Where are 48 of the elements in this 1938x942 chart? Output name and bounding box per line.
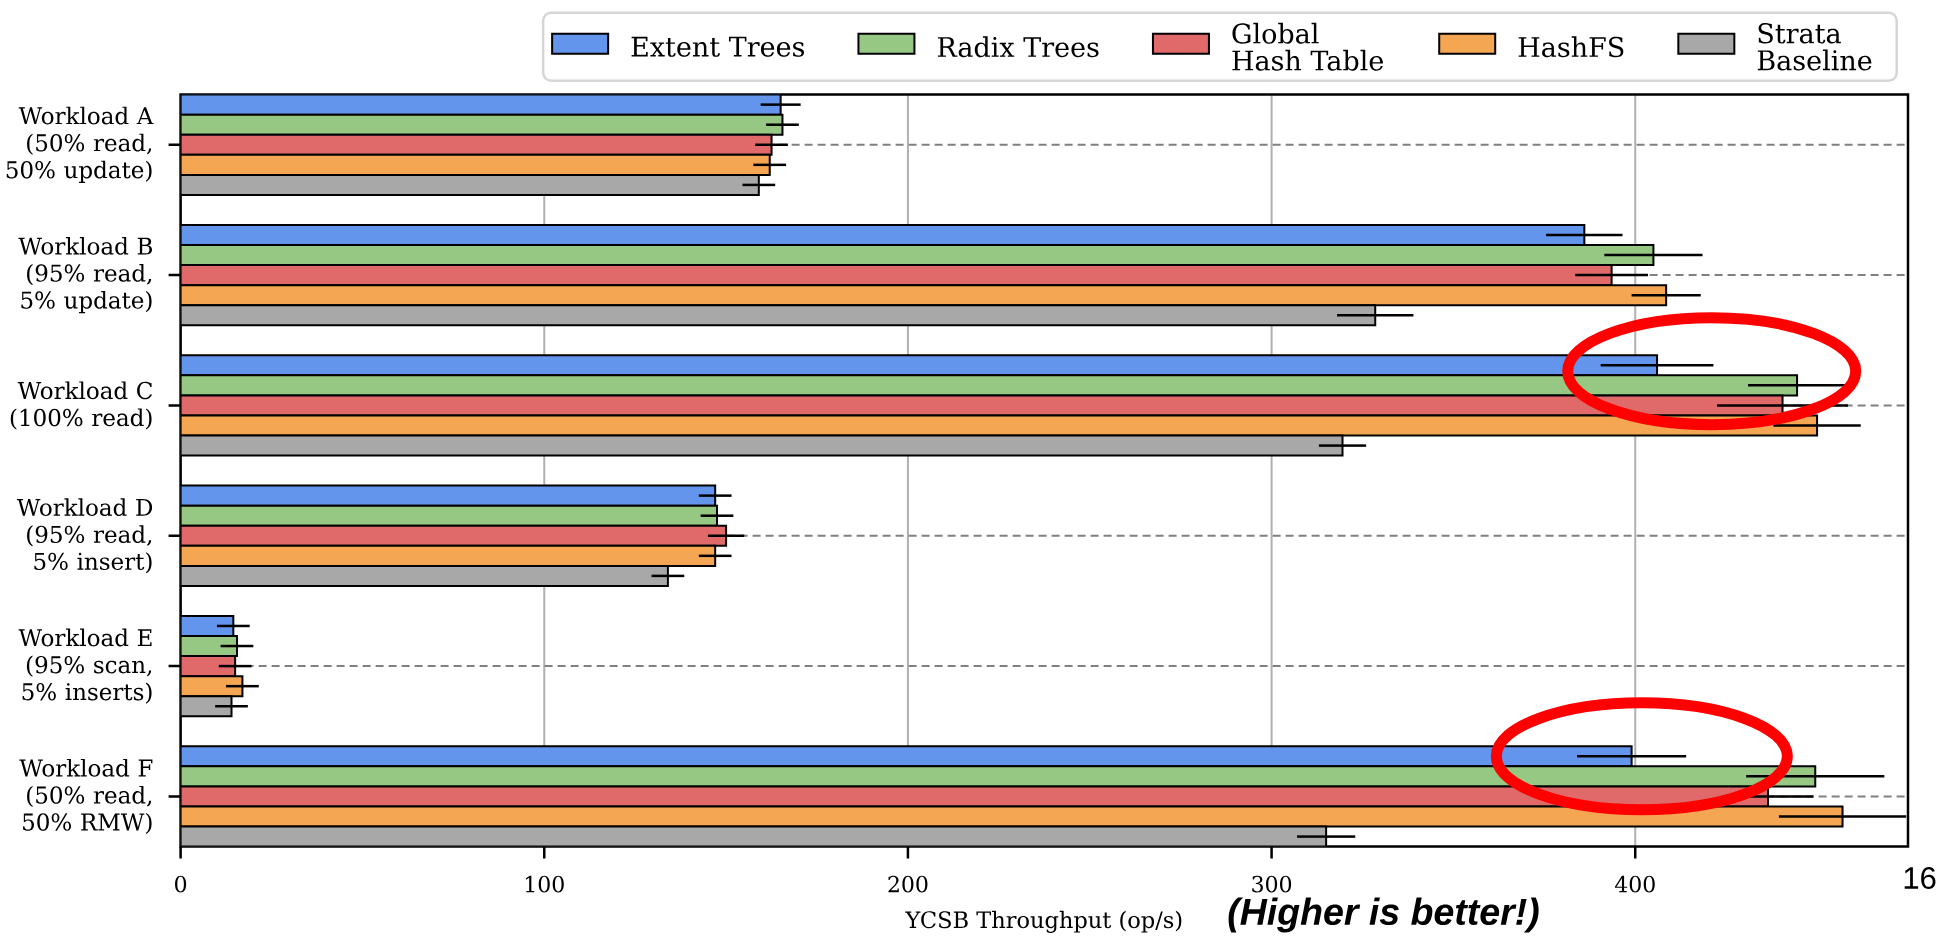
legend-label: Strata Baseline — [1757, 23, 1872, 71]
bar — [180, 484, 717, 507]
x-tick-label: 400 — [1614, 875, 1655, 893]
bar — [180, 524, 728, 547]
y-tick-label: Workload F (50% read, 50% RMW) — [19, 758, 153, 834]
legend-label: Extent Trees — [631, 36, 805, 57]
y-tick-label: Workload C (100% read) — [10, 381, 153, 430]
y-tick-label: Workload B (95% read, 5% update) — [18, 236, 152, 314]
bar — [180, 675, 244, 698]
bar — [180, 635, 238, 658]
y-tick-label: Workload E (95% scan, 5% inserts) — [18, 628, 152, 704]
x-tick-label: 300 — [1252, 875, 1292, 893]
bar — [180, 94, 782, 116]
y-tick-label: Workload D (95% read, 5% insert) — [16, 498, 153, 574]
x-axis-title: YCSB Throughput (op/s) — [905, 910, 1182, 933]
bar — [180, 173, 760, 196]
bar — [180, 153, 771, 176]
text: 16 — [1904, 867, 1936, 889]
text: (Higher is better!) — [1228, 897, 1539, 933]
bar — [180, 825, 1328, 847]
legend-label: Global Hash Table — [1232, 22, 1383, 71]
bar — [180, 264, 1613, 287]
bar — [180, 504, 718, 527]
x-tick-label: 200 — [888, 875, 928, 893]
bar — [180, 805, 1844, 828]
bar — [180, 304, 1377, 327]
bar — [180, 614, 235, 637]
bar — [180, 394, 1784, 417]
bar — [180, 244, 1655, 267]
bar — [180, 113, 784, 136]
bar — [180, 564, 669, 587]
legend-label: HashFS — [1518, 36, 1624, 58]
y-tick-label: Workload A (50% read, 50% update) — [6, 106, 154, 183]
bar — [180, 354, 1659, 377]
legend-label: Radix Trees — [937, 36, 1099, 58]
bar — [180, 655, 237, 678]
bar — [180, 695, 233, 718]
bar — [180, 765, 1817, 788]
bar — [180, 745, 1633, 768]
bar — [180, 133, 773, 156]
bar — [180, 284, 1668, 307]
bar — [180, 414, 1819, 437]
bar — [180, 544, 717, 567]
bar — [180, 374, 1799, 397]
bar — [180, 434, 1344, 457]
bar — [180, 223, 1586, 246]
x-tick-label: 100 — [525, 875, 564, 893]
x-tick-label: 0 — [175, 875, 187, 893]
